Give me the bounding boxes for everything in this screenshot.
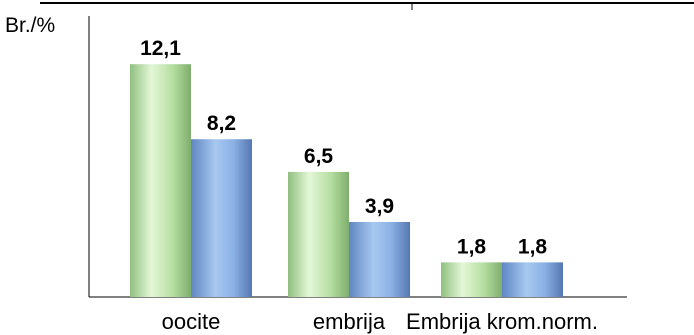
bar-oocite-series2: [191, 139, 252, 297]
data-label: 1,8: [518, 235, 548, 258]
bar-oocite-series1: [130, 64, 191, 297]
bar-embrija-krom-norm--series1: [441, 262, 502, 297]
x-tick-label: Embrija krom.norm.: [406, 309, 598, 334]
data-label: 8,2: [207, 112, 236, 135]
bar-embrija-series2: [349, 221, 410, 297]
data-label: 1,8: [457, 235, 487, 258]
y-axis-label: Br./%: [5, 14, 56, 37]
data-label: 3,9: [365, 195, 394, 218]
bar-embrija-series1: [288, 171, 349, 297]
data-label: 12,1: [140, 37, 181, 60]
bar-embrija-krom-norm--series2: [502, 262, 563, 297]
data-label: 6,5: [304, 145, 334, 168]
x-tick-label: embrija: [312, 309, 386, 334]
x-tick-label: oocite: [161, 309, 221, 334]
